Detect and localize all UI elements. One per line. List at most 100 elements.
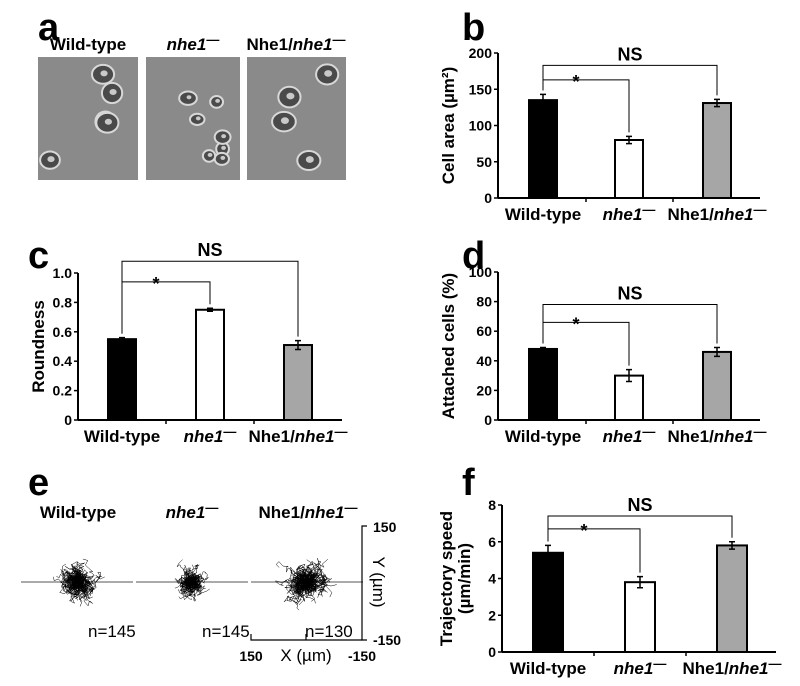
label-italic: nhe1 bbox=[714, 427, 754, 446]
micrograph-title: Wild-type bbox=[50, 35, 126, 54]
panel-label-f: f bbox=[462, 462, 475, 504]
trajectory-title: Nhe1/nhe1— bbox=[259, 500, 358, 522]
y-axis-label: Attached cells (%) bbox=[439, 273, 458, 419]
label-plain: Nhe1/ bbox=[249, 427, 296, 446]
cell-highlight bbox=[104, 118, 112, 125]
y-tick-label: 20 bbox=[476, 382, 492, 398]
bar bbox=[107, 338, 137, 421]
y-axis bbox=[361, 525, 367, 641]
trajectory bbox=[306, 581, 337, 588]
y-tick-label: 0 bbox=[484, 190, 492, 206]
y-tick-label: 4 bbox=[488, 571, 496, 587]
trajectory bbox=[76, 581, 92, 597]
trajectory bbox=[291, 576, 308, 583]
error-bar bbox=[540, 346, 546, 352]
y-axis-label: Y (µm) bbox=[369, 556, 388, 607]
significance-bracket bbox=[547, 515, 733, 542]
label-superscript: — bbox=[653, 656, 666, 671]
trajectory bbox=[191, 581, 198, 595]
n-count-label: n=145 bbox=[202, 622, 250, 641]
micrograph-image bbox=[146, 57, 240, 180]
micrograph-image bbox=[38, 57, 138, 180]
label-plain: Wild-type bbox=[510, 659, 586, 678]
micrograph-image bbox=[247, 57, 346, 180]
label-superscript: — bbox=[334, 424, 347, 439]
label-superscript: — bbox=[205, 500, 218, 515]
y-tick-label: 0.8 bbox=[53, 294, 73, 310]
label-plain: Nhe1/ bbox=[683, 659, 730, 678]
error-bar bbox=[626, 368, 632, 383]
y-tick-label: 0.2 bbox=[53, 383, 73, 399]
cell-highlight bbox=[195, 116, 201, 121]
bar-chart-f: 0 2 4 6 8 * NS Trajectory speed (µm/min) bbox=[437, 495, 776, 660]
bar bbox=[702, 102, 732, 199]
trajectory bbox=[74, 581, 88, 595]
y-tick-label: 150 bbox=[373, 519, 397, 535]
y-axis-label: Cell area (µm²) bbox=[439, 67, 458, 185]
cell-highlight bbox=[221, 134, 227, 139]
x-tick-label: Nhe1/nhe1— bbox=[683, 656, 782, 678]
y-tick-label: 0.6 bbox=[53, 324, 73, 340]
x-axis bbox=[250, 634, 362, 641]
label-superscript: — bbox=[753, 424, 766, 439]
trajectory bbox=[296, 568, 312, 583]
significance-star: * bbox=[152, 274, 159, 294]
trajectory bbox=[69, 578, 85, 590]
x-axis-label: X (µm) bbox=[280, 646, 331, 665]
label-italic: nhe1 bbox=[603, 205, 643, 224]
significance-ns: NS bbox=[617, 44, 642, 64]
label-italic: nhe1 bbox=[305, 503, 345, 522]
label-italic: nhe1 bbox=[729, 659, 769, 678]
trajectory bbox=[185, 581, 193, 586]
y-tick-label: 100 bbox=[469, 264, 493, 280]
label-plain: Wild-type bbox=[50, 35, 126, 54]
x-tick-label: nhe1— bbox=[603, 424, 656, 446]
y-tick-label: 6 bbox=[488, 534, 496, 550]
cell-highlight bbox=[207, 152, 213, 157]
bar-chart-b: 0 50 100 150 200 * NS Cell area (µm²) bbox=[439, 44, 760, 206]
error-bar bbox=[540, 93, 546, 107]
cell-highlight bbox=[286, 92, 295, 100]
cell-highlight bbox=[215, 98, 221, 103]
scale-bar-label: 10 µm bbox=[249, 188, 289, 204]
significance-ns: NS bbox=[617, 284, 642, 304]
label-plain: Wild-type bbox=[505, 427, 581, 446]
error-bar bbox=[626, 135, 632, 145]
significance-bracket bbox=[542, 64, 718, 96]
bar bbox=[716, 544, 748, 653]
y-tick-label: -150 bbox=[373, 632, 401, 648]
label-plain: Wild-type bbox=[40, 503, 116, 522]
y-tick-label: 150 bbox=[469, 81, 493, 97]
x-tick-label: Wild-type bbox=[510, 659, 586, 678]
error-bar bbox=[295, 339, 301, 351]
bar-chart-c: 0 0.2 0.4 0.6 0.8 1.0 * NS Roundness bbox=[29, 240, 342, 428]
y-axis-label: Trajectory speed bbox=[437, 511, 456, 646]
y-tick-label: 0 bbox=[64, 412, 72, 428]
trajectory-plot bbox=[53, 558, 105, 607]
label-superscript: — bbox=[642, 202, 655, 217]
cell-highlight bbox=[109, 88, 117, 95]
trajectory-plot bbox=[275, 558, 337, 611]
y-tick-label: 1.0 bbox=[53, 265, 73, 281]
bar bbox=[283, 344, 313, 421]
trajectory bbox=[177, 581, 196, 595]
y-tick-label: 200 bbox=[469, 45, 493, 61]
panel-label-d: d bbox=[462, 235, 485, 277]
label-italic: nhe1 bbox=[166, 503, 206, 522]
label-plain: Wild-type bbox=[84, 427, 160, 446]
cell-highlight bbox=[47, 156, 55, 163]
trajectory bbox=[72, 576, 81, 583]
trajectory bbox=[284, 579, 308, 592]
x-tick-label: Nhe1/nhe1— bbox=[668, 424, 767, 446]
panel-label-a: a bbox=[38, 7, 60, 49]
panel-label-c: c bbox=[28, 235, 49, 277]
trajectory-plot bbox=[174, 559, 210, 602]
bar bbox=[528, 99, 558, 199]
label-superscript: — bbox=[332, 32, 345, 47]
label-superscript: — bbox=[753, 202, 766, 217]
n-count-label: n=130 bbox=[305, 622, 353, 641]
y-tick-label: 60 bbox=[476, 323, 492, 339]
significance-bracket bbox=[121, 260, 299, 337]
y-axis-label-units: (µm/min) bbox=[455, 543, 474, 614]
y-tick-label: 80 bbox=[476, 294, 492, 310]
